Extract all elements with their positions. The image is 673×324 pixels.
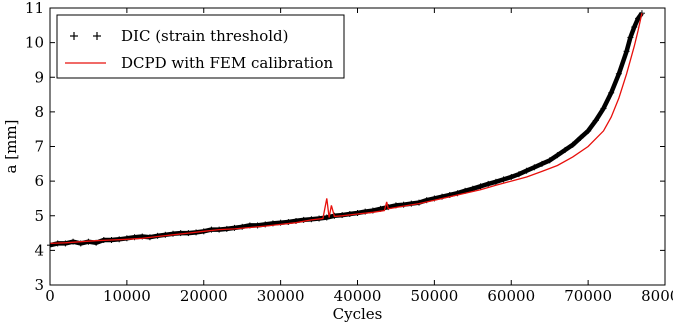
y-tick-label: 8 xyxy=(34,103,44,121)
y-tick-label: 3 xyxy=(34,276,44,294)
x-tick-label: 10000 xyxy=(103,287,151,305)
dic-point xyxy=(469,185,476,192)
x-tick-label: 50000 xyxy=(411,287,459,305)
x-tick-label: 40000 xyxy=(334,287,382,305)
dic-point xyxy=(546,157,553,164)
legend: DIC (strain threshold) DCPD with FEM cal… xyxy=(56,14,345,79)
series-layer xyxy=(47,10,645,249)
y-axis-label: a [mm] xyxy=(2,120,20,174)
dic-point xyxy=(177,230,184,237)
y-tick-label: 11 xyxy=(25,0,44,17)
dic-point xyxy=(585,127,592,134)
x-axis-label: Cycles xyxy=(333,305,383,323)
dic-point xyxy=(554,152,561,159)
dic-point xyxy=(492,178,499,185)
dic-point xyxy=(592,117,599,124)
dic-point xyxy=(569,141,576,148)
dic-point xyxy=(531,164,538,171)
dic-point xyxy=(577,134,584,141)
dic-point xyxy=(562,146,569,153)
legend-label-dcpd: DCPD with FEM calibration xyxy=(121,54,333,72)
x-tick-label: 70000 xyxy=(564,287,612,305)
x-tick-label: 20000 xyxy=(180,287,228,305)
series-line-dcpd xyxy=(49,13,643,245)
y-tick-label: 10 xyxy=(25,34,44,52)
dic-point xyxy=(231,224,238,231)
legend-label-dic: DIC (strain threshold) xyxy=(121,27,289,45)
dic-point xyxy=(354,209,361,216)
x-tick-label: 80000 xyxy=(641,287,673,305)
legend-marker-dic xyxy=(70,32,101,40)
dic-point xyxy=(508,173,515,180)
dic-point xyxy=(627,34,634,41)
dic-point xyxy=(623,48,630,55)
ticks-layer: 0 10000 20000 30000 40000 50000 60000 70000 8000… xyxy=(25,0,673,305)
legend-box xyxy=(56,14,345,79)
dic-point xyxy=(170,230,176,237)
dic-point xyxy=(635,15,642,22)
y-tick-label: 9 xyxy=(34,68,44,86)
dic-point xyxy=(477,183,484,190)
dic-point xyxy=(123,235,130,242)
y-tick-label: 4 xyxy=(34,241,44,259)
y-tick-label: 6 xyxy=(34,172,44,190)
dic-point xyxy=(500,176,507,183)
dic-point xyxy=(608,89,615,96)
y-tick-label: 5 xyxy=(34,207,44,225)
x-tick-label: 60000 xyxy=(487,287,535,305)
dic-point xyxy=(600,105,607,112)
x-tick-label: 30000 xyxy=(257,287,305,305)
dic-point xyxy=(615,70,622,77)
dic-point xyxy=(539,160,545,167)
dic-point xyxy=(523,167,530,174)
dic-point xyxy=(631,24,638,31)
y-tick-label: 7 xyxy=(34,138,44,156)
x-tick-label: 0 xyxy=(45,287,55,305)
dic-point xyxy=(485,180,492,187)
dic-point xyxy=(515,171,522,178)
dic-point xyxy=(408,200,415,207)
